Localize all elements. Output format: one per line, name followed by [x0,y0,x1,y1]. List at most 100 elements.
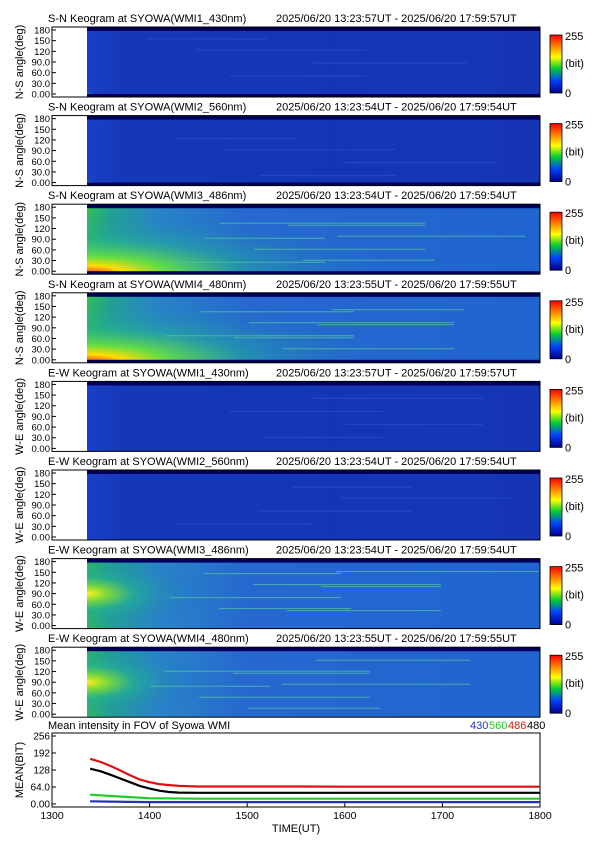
keogram-panel: S-N Keogram at SYOWA(WMI2_560nm) 2025/06/… [14,102,584,190]
y-tick-label: 60.0 [32,600,51,611]
chart-frame [51,732,541,808]
y-tick-label: 150 [34,125,50,136]
y-tick-label: 60.0 [32,157,51,168]
y-tick-label: 90.0 [32,412,51,423]
colorbar-max-label: 255 [565,31,583,43]
legend-entry: 486 [508,720,526,732]
legend-entry: 430 [470,720,488,732]
panel-time-range: 2025/06/20 13:23:54UT - 2025/06/20 17:59… [276,190,517,202]
y-tick-label: 60.0 [32,688,51,699]
keogram-glow [87,558,291,629]
colorbar-unit-label: (bit) [565,235,584,247]
y-tick-label: 64.0 [31,783,51,794]
y-tick-label: 120 [34,667,50,678]
keogram-glow [87,65,147,97]
colorbar-unit-label: (bit) [565,412,584,424]
y-tick-label: 120 [34,401,50,412]
panel-title: S-N Keogram at SYOWA(WMI4_480nm) [48,279,246,291]
keogram-edge [87,115,540,120]
y-tick-label: 0.00 [31,800,51,811]
series-line [90,800,540,804]
y-axis-label: MEAN(BIT) [14,742,26,798]
chart-title: Mean intensity in FOV of Syowa WMI [48,720,230,732]
colorbar-max-label: 255 [565,297,583,309]
colorbar-min-label: 0 [565,265,571,277]
y-axis-label: W-E angle(deg) [14,378,26,455]
colorbar-max-label: 255 [565,385,583,397]
colorbar-max-label: 255 [565,651,583,663]
mean-intensity-plot: Mean intensity in FOV of Syowa WMI 430 560… [14,720,552,835]
y-tick-label: 120 [34,313,50,324]
y-tick-label: 180 [34,380,50,391]
y-tick-label: 180 [34,646,50,657]
keogram-edge [87,271,540,275]
y-tick-label: 30.0 [32,610,51,621]
keogram-glow [87,154,147,186]
colorbar-max-label: 255 [565,563,583,575]
x-tick-label: 1400 [138,810,162,822]
colorbar-min-label: 0 [565,442,571,454]
keogram-edge [87,359,540,363]
y-tick-label: 150 [34,568,50,579]
y-axis-label: N-S angle(deg) [14,25,26,100]
colorbar-min-label: 0 [565,620,571,632]
legend-entry: 480 [527,720,545,732]
y-tick-label: 180 [34,469,50,480]
panel-time-range: 2025/06/20 13:23:55UT - 2025/06/20 17:59… [276,633,517,645]
y-tick-label: 192 [33,749,50,760]
y-tick-label: 90.0 [32,146,51,157]
panel-time-range: 2025/06/20 13:23:54UT - 2025/06/20 17:59… [276,456,517,468]
y-tick-label: 180 [34,291,50,302]
panel-time-range: 2025/06/20 13:23:54UT - 2025/06/20 17:59… [276,545,517,557]
colorbar-unit-label: (bit) [565,324,584,336]
panel-title: E-W Keogram at SYOWA(WMI1_430nm) [48,367,249,379]
x-tick-label: 1800 [528,810,552,822]
y-tick-label: 0.00 [32,355,51,366]
colorbar [549,211,563,271]
colorbar-max-label: 255 [565,120,583,132]
panel-time-range: 2025/06/20 13:23:57UT - 2025/06/20 17:59… [276,367,517,379]
x-tick-label: 1700 [431,810,455,822]
y-tick-label: 0.00 [32,267,51,278]
y-tick-label: 0.00 [32,444,51,455]
panel-title: S-N Keogram at SYOWA(WMI2_560nm) [48,102,246,114]
keogram-glow [87,292,405,363]
y-tick-label: 30.0 [32,256,51,267]
y-tick-label: 90.0 [32,58,51,69]
colorbar-min-label: 0 [565,88,571,100]
y-tick-label: 180 [34,26,50,37]
panel-title: E-W Keogram at SYOWA(WMI4_480nm) [48,633,249,645]
keogram-edge [87,292,540,297]
colorbar-min-label: 0 [565,354,571,366]
colorbar [549,388,563,448]
y-tick-label: 90.0 [32,323,51,334]
colorbar-min-label: 0 [565,531,571,543]
colorbar-max-label: 255 [565,474,583,486]
panel-title: S-N Keogram at SYOWA(WMI1_430nm) [48,13,246,25]
keogram-panel: E-W Keogram at SYOWA(WMI2_560nm) 2025/06/… [14,456,584,544]
x-tick-label: 1300 [40,810,64,822]
keogram-image [87,27,540,97]
colorbar-unit-label: (bit) [565,58,584,70]
y-tick-label: 30.0 [32,433,51,444]
y-tick-label: 180 [34,557,50,568]
colorbar [549,654,563,714]
y-tick-label: 120 [34,224,50,235]
panel-time-range: 2025/06/20 13:23:54UT - 2025/06/20 17:59… [276,102,517,114]
x-tick-label: 1500 [236,810,260,822]
panel-title: E-W Keogram at SYOWA(WMI2_560nm) [48,456,249,468]
y-tick-label: 90.0 [32,678,51,689]
y-tick-label: 0.00 [32,621,51,632]
y-tick-label: 150 [34,656,50,667]
colorbar-unit-label: (bit) [565,501,584,513]
keogram-panels: S-N Keogram at SYOWA(WMI1_430nm) 2025/06/… [14,13,584,721]
y-tick-label: 150 [34,479,50,490]
panel-title: E-W Keogram at SYOWA(WMI3_486nm) [48,545,249,557]
y-axis-label: N-S angle(deg) [14,113,26,188]
y-tick-label: 180 [34,114,50,125]
y-tick-label: 0.00 [32,178,51,189]
keogram-image [87,115,540,186]
colorbar [549,123,563,182]
colorbar [549,566,563,625]
